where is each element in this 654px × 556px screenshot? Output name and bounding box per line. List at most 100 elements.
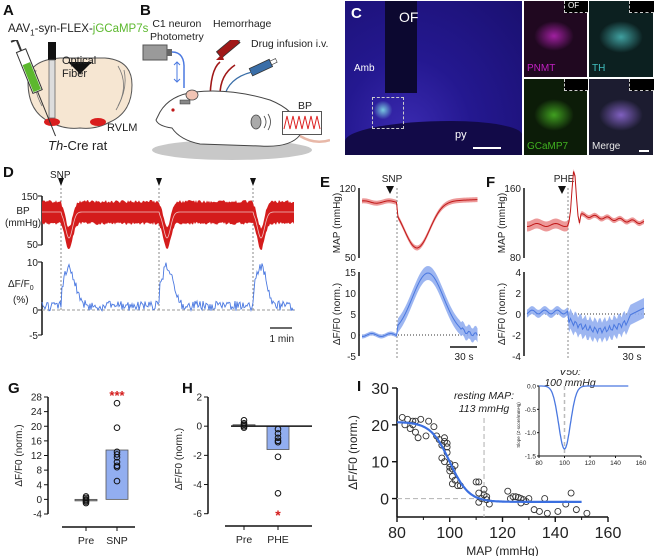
e-df-tick: 10	[345, 289, 357, 300]
y-tick-label: 2	[196, 393, 202, 404]
f-df-sem	[527, 298, 644, 343]
significance-marker: *	[275, 507, 281, 523]
d-bp-trace	[42, 200, 294, 250]
tile-merge: Merge	[589, 79, 654, 155]
y-tick-label: -2	[193, 451, 202, 462]
e-df-tick: -5	[347, 352, 356, 363]
x-tick-label: 80	[388, 525, 406, 542]
d-stim-marker-icon	[58, 178, 64, 186]
panel-f-chart: PHE 160 80 MAP (mmHg) 4 2 0 -2 -4 ΔF/F0 …	[497, 169, 647, 363]
data-point	[274, 430, 282, 437]
panel-e-chart: SNP 120 50 MAP (mmHg) 15 10 5 0 -5 ΔF/F0…	[332, 174, 480, 363]
inset-y-tick-label: -1.0	[525, 430, 537, 437]
rvlm-label: RVLM	[107, 122, 138, 134]
f-df-tick: 2	[515, 289, 521, 300]
tile-label-merge: Merge	[592, 141, 621, 152]
rat-body	[155, 90, 301, 147]
inset-y-tick-label: 0.0	[527, 384, 536, 391]
x-tick-label: SNP	[106, 535, 128, 547]
panel-label-a: A	[3, 2, 14, 19]
fiber-label: Optical Fiber	[62, 55, 96, 81]
tile-of-label: OF	[568, 1, 580, 10]
data-point	[441, 434, 448, 442]
photometry-line2: Photometry	[150, 31, 204, 43]
x-tick-label: Pre	[236, 534, 253, 546]
f-map-trace	[526, 171, 645, 227]
d-time-scale-label: 1 min	[270, 334, 294, 345]
data-point	[274, 434, 282, 442]
brain-section-diagram	[10, 40, 133, 137]
data-point	[274, 453, 282, 461]
bidirectional-arrow-icon	[173, 61, 181, 83]
d-stim-marker-icon	[156, 178, 162, 186]
animal-gene: Th	[48, 138, 64, 153]
data-point	[113, 451, 121, 458]
panel-label-b: B	[140, 2, 151, 19]
d-df-trace	[41, 262, 295, 312]
data-point	[412, 428, 419, 436]
e-time-scale-label: 30 s	[455, 352, 474, 363]
v50-label-2: 100 mmHg	[544, 377, 596, 389]
data-point	[414, 434, 422, 442]
data-point	[509, 493, 517, 501]
f-df-tick: -4	[512, 352, 521, 363]
data-point	[475, 478, 483, 486]
e-df-trace	[361, 272, 478, 337]
hemorrhage-line	[219, 64, 236, 96]
data-point	[472, 478, 480, 486]
y-axis-label: ΔF/F0 (norm.)	[174, 428, 185, 490]
slope-curve	[539, 385, 629, 450]
panel-g-chart: -4 0 4 8 12 16 20 24 28 ΔF/F0 (norm.) Pre SNP ***	[14, 388, 135, 547]
f-df-tick: -2	[512, 331, 521, 342]
data-point	[113, 448, 121, 456]
y-tick-label: 8	[36, 466, 42, 477]
panel-label-g: G	[8, 380, 20, 397]
fiber-cable	[171, 51, 185, 88]
histology-overview: OF Amb py C	[345, 1, 522, 155]
fiber-label-line1: Optical	[62, 55, 97, 67]
resting-map-label-2: 113 mmHg	[459, 403, 510, 415]
virus-label: AAV1-syn-FLEX-jGCaMP7s	[8, 23, 148, 37]
rat-setup-diagram	[142, 40, 330, 160]
virus-prefix: AAV	[8, 23, 31, 35]
py-label: py	[455, 129, 467, 141]
f-map-tick-80: 80	[510, 253, 522, 264]
data-point	[504, 487, 512, 495]
tile-label-gcamp7: GCaMP7	[527, 141, 569, 152]
data-point	[82, 493, 90, 500]
data-point	[113, 424, 121, 432]
x-tick-label: Pre	[78, 535, 95, 547]
f-stim-label: PHE	[554, 174, 575, 185]
inset-x-tick-label: 100	[559, 460, 570, 467]
significance-marker: ***	[109, 388, 125, 403]
panel-label-f: F	[486, 174, 496, 191]
y-tick-label: 28	[31, 393, 43, 404]
panel-label-d: D	[3, 164, 14, 181]
bp-transmitter-icon	[250, 114, 262, 130]
y-tick-label: 0	[196, 422, 202, 433]
y-tick-label: 0	[380, 492, 389, 509]
f-map-ylabel: MAP (mmHg)	[497, 193, 508, 253]
x-tick-label: 100	[436, 525, 463, 542]
hemorrhage-arrow-icon	[216, 54, 224, 60]
y-tick-label: 30	[371, 381, 389, 398]
y-tick-label: -4	[33, 510, 42, 521]
inset-y-tick-label: -1.5	[525, 454, 537, 461]
data-point	[480, 485, 488, 493]
x-tick-label: 140	[542, 525, 569, 542]
y-tick-label: 0	[36, 495, 42, 506]
rvlm-left	[44, 118, 60, 126]
drug-syringe-icon	[248, 58, 278, 77]
d-df-tick-neg5: -5	[29, 331, 38, 342]
data-point	[535, 508, 543, 515]
virus-serotype: 1	[30, 28, 35, 38]
animal-label: Th-Cre rat	[48, 138, 107, 153]
panel-label-e: E	[320, 174, 331, 191]
e-stim-label: SNP	[382, 174, 403, 185]
data-point	[454, 482, 462, 490]
f-df-trace	[526, 307, 645, 335]
e-df-tick: 0	[350, 331, 356, 342]
y-tick-label: 20	[31, 422, 43, 433]
y-tick-label: 12	[31, 451, 43, 462]
data-point	[425, 417, 433, 425]
